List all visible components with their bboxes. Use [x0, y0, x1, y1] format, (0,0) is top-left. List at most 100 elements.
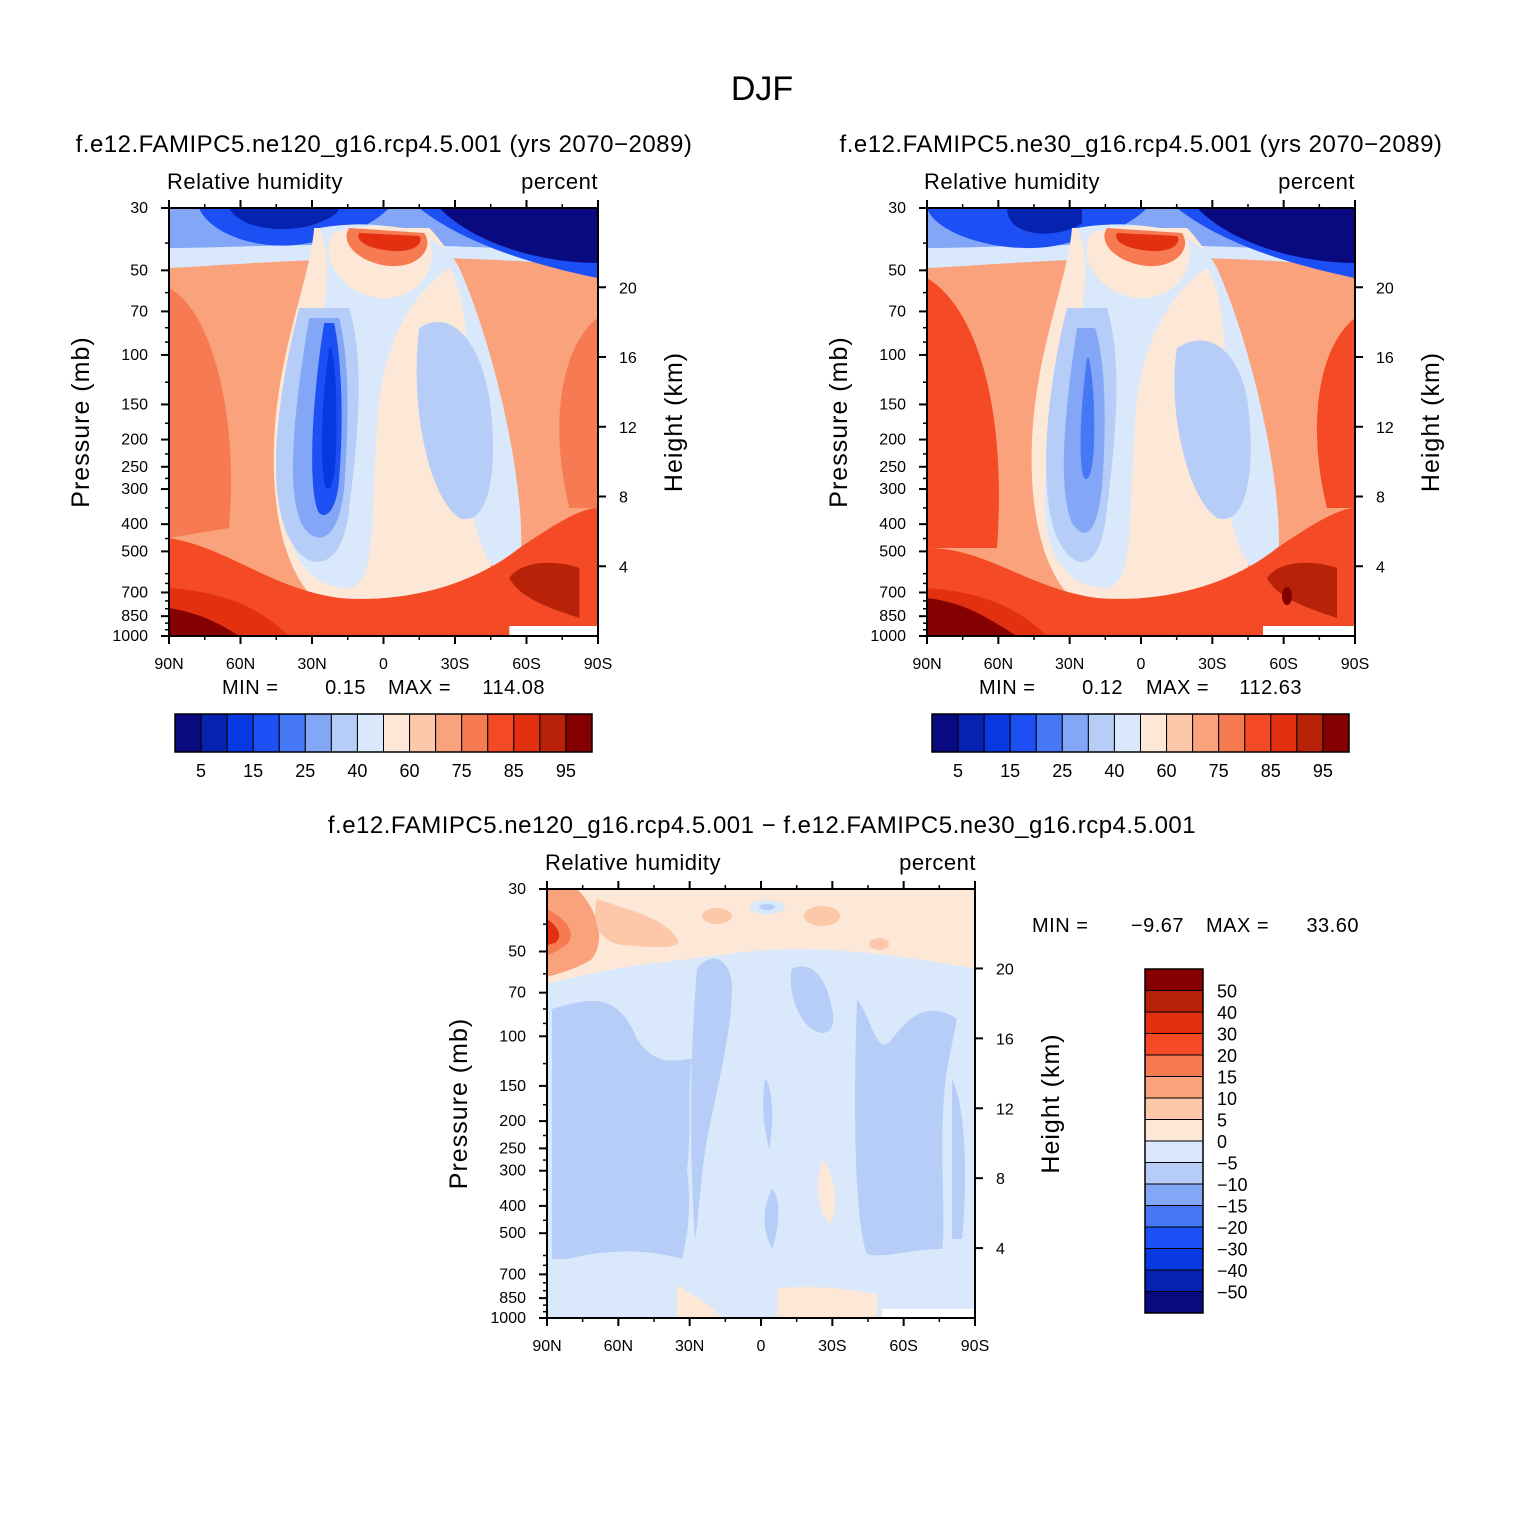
colorbar-swatch: [1192, 713, 1220, 753]
contour-field: [927, 208, 1355, 636]
colorbar-swatch: [226, 713, 254, 753]
colorbar-swatch: [513, 713, 541, 753]
colorbar: 5 15 25 40 60 75 85 95: [931, 713, 1350, 781]
colorbar-swatch: [1087, 713, 1115, 753]
colorbar-label: 10: [1217, 1089, 1237, 1109]
colorbar-label: 5: [1217, 1111, 1227, 1131]
y-tick-label: 300: [121, 481, 148, 498]
colorbar-swatch: [1009, 713, 1037, 753]
colorbar-label: 60: [400, 761, 420, 781]
max-value: 33.60: [1306, 915, 1359, 937]
axes: 30 50 70 100 150 200 250 300 400 500 700 850 1000 20 1…: [67, 200, 688, 673]
min-label: MIN =: [979, 677, 1035, 699]
axes: 30 50 70 100 150 200 250 300 400 500 700 850 1000 20 1…: [445, 881, 1065, 1355]
x-tick-label: 30N: [297, 656, 326, 673]
colorbar-label: −30: [1217, 1240, 1248, 1260]
colorbar-swatch: [1144, 968, 1204, 991]
colorbar-swatch: [1144, 1226, 1204, 1249]
y-right-tick-label: 8: [996, 1171, 1005, 1188]
min-value: −9.67: [1131, 915, 1184, 937]
colorbar-label: −5: [1217, 1154, 1238, 1174]
colorbar-label: 40: [1104, 761, 1124, 781]
y-tick-label: 70: [888, 303, 906, 320]
y-tick-label: 150: [121, 396, 148, 413]
colorbar-label: 40: [1217, 1003, 1237, 1023]
y-tick-label: 500: [121, 543, 148, 560]
y-right-tick-label: 16: [996, 1031, 1014, 1048]
y-tick-label: 250: [121, 459, 148, 476]
y-right-tick-label: 20: [996, 961, 1014, 978]
colorbar-swatch: [565, 713, 593, 753]
y-right-axis-title: Height (km): [660, 352, 688, 492]
colorbar-frame: [931, 713, 1350, 753]
contour-field: [547, 889, 975, 1318]
colorbar-swatch: [383, 713, 411, 753]
y-tick-label: 850: [121, 608, 148, 625]
y-tick-label: 200: [879, 432, 906, 449]
field-label: Relative humidity: [924, 169, 1100, 194]
y-right-tick-label: 4: [996, 1241, 1005, 1258]
panel-title: f.e12.FAMIPC5.ne120_g16.rcp4.5.001 (yrs …: [76, 131, 693, 158]
y-right-axis-title: Height (km): [1037, 1033, 1065, 1173]
colorbar-swatch: [1144, 1248, 1204, 1271]
colorbar-swatch: [1166, 713, 1194, 753]
panel-ne120: f.e12.FAMIPC5.ne120_g16.rcp4.5.001 (yrs …: [67, 131, 692, 781]
colorbar-swatch: [1144, 1054, 1204, 1077]
colorbar-swatch: [200, 713, 228, 753]
max-label: MAX =: [388, 677, 451, 699]
minmax-readout: MIN = 0.15 MAX = 114.08: [222, 677, 545, 699]
colorbar-swatch: [1140, 713, 1168, 753]
minmax-readout: MIN = 0.12 MAX = 112.63: [979, 677, 1302, 699]
y-right-tick-label: 12: [996, 1101, 1014, 1118]
y-tick-label: 250: [499, 1140, 526, 1157]
units-label: percent: [899, 850, 976, 875]
colorbar-label: 20: [1217, 1046, 1237, 1066]
units-label: percent: [1278, 169, 1355, 194]
colorbar-swatch: [1144, 1033, 1204, 1056]
axes: 30 50 70 100 150 200 250 300 400 500 700 850 1000 20 1…: [825, 200, 1445, 673]
y-tick-label: 400: [121, 516, 148, 533]
y-tick-label: 300: [879, 481, 906, 498]
field-label: Relative humidity: [167, 169, 343, 194]
colorbar-label: 5: [196, 761, 206, 781]
y-tick-label: 100: [499, 1028, 526, 1045]
min-value: 0.15: [325, 677, 366, 699]
colorbar-swatch: [1296, 713, 1324, 753]
colorbar-label: 0: [1217, 1132, 1227, 1152]
panel-ne30: f.e12.FAMIPC5.ne30_g16.rcp4.5.001 (yrs 2…: [825, 131, 1445, 781]
min-label: MIN =: [1032, 915, 1088, 937]
colorbar-label: 25: [1052, 761, 1072, 781]
panel-diff: f.e12.FAMIPC5.ne120_g16.rcp4.5.001 − f.e…: [328, 812, 1359, 1355]
minmax-readout: MIN = −9.67 MAX = 33.60: [1032, 915, 1359, 937]
x-tick-label: 90N: [154, 656, 183, 673]
y-tick-label: 250: [879, 459, 906, 476]
colorbar-label: 85: [1261, 761, 1281, 781]
y-tick-label: 50: [888, 262, 906, 279]
y-right-tick-label: 12: [1376, 420, 1394, 437]
field-label: Relative humidity: [545, 850, 721, 875]
y-right-tick-label: 8: [1376, 490, 1385, 507]
y-right-tick-label: 12: [619, 420, 637, 437]
units-label: percent: [521, 169, 598, 194]
y-tick-label: 300: [499, 1163, 526, 1180]
colorbar-label: 60: [1157, 761, 1177, 781]
y-right-tick-label: 8: [619, 490, 628, 507]
panel-title: f.e12.FAMIPC5.ne30_g16.rcp4.5.001 (yrs 2…: [840, 131, 1443, 158]
y-tick-label: 70: [508, 985, 526, 1002]
colorbar-frame: [1144, 968, 1204, 1314]
colorbar-swatch: [278, 713, 306, 753]
y-right-tick-label: 20: [1376, 280, 1394, 297]
y-tick-label: 1000: [490, 1310, 526, 1327]
x-tick-label: 30N: [1055, 656, 1084, 673]
x-tick-label: 60S: [1269, 656, 1297, 673]
colorbar-swatch: [931, 713, 959, 753]
y-right-axis-title: Height (km): [1417, 352, 1445, 492]
colorbar-swatch: [330, 713, 358, 753]
y-tick-label: 500: [499, 1225, 526, 1242]
colorbar-label: 15: [1217, 1068, 1237, 1088]
x-tick-label: 30S: [1198, 656, 1226, 673]
colorbar-swatch: [1218, 713, 1246, 753]
colorbar-swatch: [1322, 713, 1350, 753]
colorbar-swatch: [174, 713, 202, 753]
